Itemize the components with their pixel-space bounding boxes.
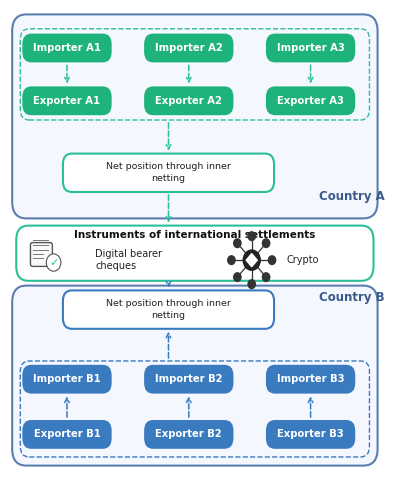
Circle shape bbox=[247, 232, 255, 240]
FancyBboxPatch shape bbox=[265, 420, 354, 449]
FancyBboxPatch shape bbox=[265, 34, 354, 62]
Circle shape bbox=[243, 250, 260, 270]
Circle shape bbox=[262, 239, 269, 248]
FancyBboxPatch shape bbox=[144, 420, 233, 449]
Text: Digital bearer
cheques: Digital bearer cheques bbox=[95, 250, 162, 271]
Text: ✓: ✓ bbox=[49, 258, 58, 267]
Text: Net position through inner
netting: Net position through inner netting bbox=[106, 162, 230, 183]
FancyBboxPatch shape bbox=[12, 286, 377, 466]
Text: Instruments of international settlements: Instruments of international settlements bbox=[74, 230, 315, 240]
FancyBboxPatch shape bbox=[144, 365, 233, 394]
Text: Exporter A2: Exporter A2 bbox=[155, 96, 222, 106]
Text: Importer A3: Importer A3 bbox=[276, 43, 343, 53]
Text: Country A: Country A bbox=[318, 190, 384, 204]
FancyBboxPatch shape bbox=[22, 86, 111, 115]
Polygon shape bbox=[245, 253, 257, 267]
FancyBboxPatch shape bbox=[63, 290, 273, 329]
FancyBboxPatch shape bbox=[30, 242, 52, 266]
Text: Exporter A3: Exporter A3 bbox=[277, 96, 343, 106]
Circle shape bbox=[233, 239, 241, 248]
Text: Importer A2: Importer A2 bbox=[155, 43, 222, 53]
Text: Net position through inner
netting: Net position through inner netting bbox=[106, 299, 230, 320]
FancyBboxPatch shape bbox=[265, 365, 354, 394]
Circle shape bbox=[268, 256, 275, 264]
Text: Country B: Country B bbox=[318, 291, 384, 304]
FancyBboxPatch shape bbox=[22, 365, 111, 394]
Circle shape bbox=[233, 273, 241, 281]
FancyBboxPatch shape bbox=[144, 34, 233, 62]
Text: Importer A1: Importer A1 bbox=[33, 43, 101, 53]
Text: Importer B2: Importer B2 bbox=[155, 374, 222, 384]
FancyBboxPatch shape bbox=[16, 226, 373, 281]
Text: Exporter B3: Exporter B3 bbox=[277, 430, 343, 439]
Circle shape bbox=[247, 280, 255, 288]
FancyBboxPatch shape bbox=[63, 154, 273, 192]
FancyBboxPatch shape bbox=[22, 420, 111, 449]
FancyBboxPatch shape bbox=[265, 86, 354, 115]
FancyBboxPatch shape bbox=[12, 14, 377, 218]
Text: Exporter A1: Exporter A1 bbox=[33, 96, 100, 106]
FancyBboxPatch shape bbox=[144, 86, 233, 115]
Circle shape bbox=[46, 254, 61, 271]
FancyBboxPatch shape bbox=[22, 34, 111, 62]
Text: Crypto: Crypto bbox=[286, 255, 318, 265]
Text: Exporter B2: Exporter B2 bbox=[155, 430, 222, 439]
Circle shape bbox=[227, 256, 234, 264]
Circle shape bbox=[262, 273, 269, 281]
Text: Importer B3: Importer B3 bbox=[276, 374, 343, 384]
Text: Importer B1: Importer B1 bbox=[33, 374, 100, 384]
Text: Exporter B1: Exporter B1 bbox=[34, 430, 100, 439]
